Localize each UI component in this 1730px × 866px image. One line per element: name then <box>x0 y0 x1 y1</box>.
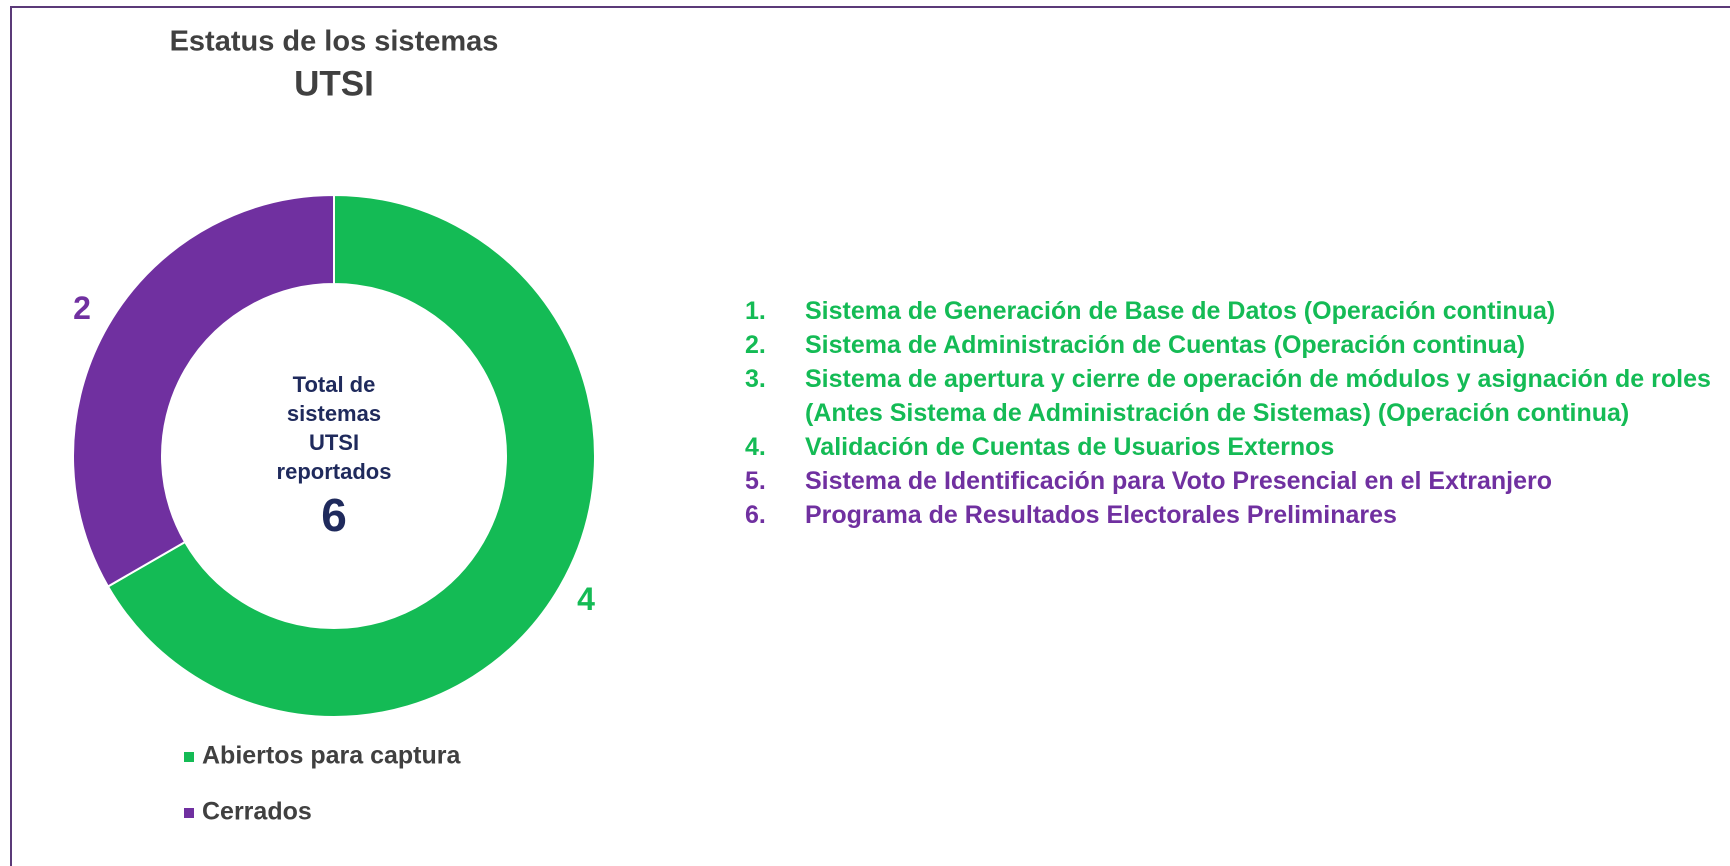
list-text: Sistema de Generación de Base de Datos (… <box>805 297 1556 325</box>
frame <box>10 6 1730 866</box>
system-list: 1. Sistema de Generación de Base de Datos… <box>745 294 1725 532</box>
list-text: Validación de Cuentas de Usuarios Extern… <box>805 433 1335 461</box>
list-item: 6. Programa de Resultados Electorales Pre… <box>745 498 1725 532</box>
legend-swatch <box>184 752 194 762</box>
legend-swatch <box>184 808 194 818</box>
list-number: 1. <box>745 297 766 325</box>
chart-title: Estatus de los sistemas <box>170 26 499 58</box>
center-label: Total de sistemas UTSI reportados <box>277 372 392 484</box>
list-text: Programa de Resultados Electorales Preli… <box>805 501 1397 529</box>
list-item: 5. Sistema de Identificación para Voto Pr… <box>745 464 1725 498</box>
list-text: Sistema de apertura y cierre de operació… <box>805 365 1711 427</box>
list-item: 2. Sistema de Administración de Cuentas (… <box>745 328 1725 362</box>
data-label: 2 <box>73 290 91 326</box>
list-item: 1. Sistema de Generación de Base de Datos… <box>745 294 1725 328</box>
list-number: 5. <box>745 467 766 495</box>
data-label: 4 <box>577 581 595 617</box>
list-number: 2. <box>745 331 766 359</box>
center-value: 6 <box>321 489 347 541</box>
list-number: 6. <box>745 501 766 529</box>
list-item: 4. Validación de Cuentas de Usuarios Exte… <box>745 430 1725 464</box>
legend-label: Abiertos para captura <box>202 742 462 770</box>
list-item: 3. Sistema de apertura y cierre de operac… <box>745 362 1725 430</box>
center-label-line: UTSI <box>309 430 359 455</box>
list-number: 4. <box>745 433 766 461</box>
center-label-line: Total de <box>293 372 376 397</box>
chart-subtitle: UTSI <box>294 64 374 103</box>
list-text: Sistema de Administración de Cuentas (Op… <box>805 331 1526 359</box>
center-label-line: sistemas <box>287 401 381 426</box>
donut-segment <box>72 193 335 588</box>
center-label-line: reportados <box>277 459 392 484</box>
list-number: 3. <box>745 365 766 393</box>
legend-label: Cerrados <box>202 798 312 826</box>
donut-segment <box>106 193 596 718</box>
list-text: Sistema de Identificación para Voto Pres… <box>805 467 1553 495</box>
